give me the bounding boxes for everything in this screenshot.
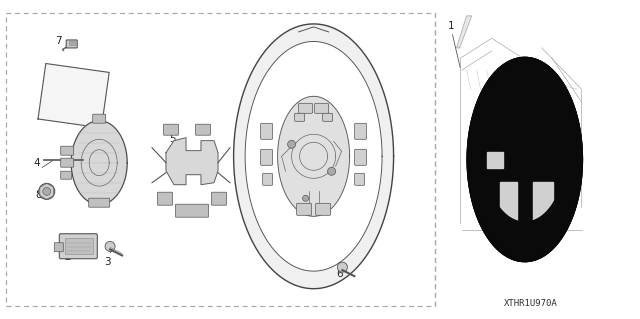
Polygon shape (467, 57, 582, 262)
Polygon shape (507, 142, 543, 177)
FancyBboxPatch shape (68, 41, 75, 45)
FancyBboxPatch shape (355, 123, 367, 139)
FancyBboxPatch shape (89, 198, 109, 207)
Polygon shape (456, 16, 472, 48)
Bar (6, 13, 435, 306)
FancyBboxPatch shape (61, 171, 72, 179)
Text: 5: 5 (170, 134, 176, 144)
FancyBboxPatch shape (61, 158, 74, 167)
FancyBboxPatch shape (323, 113, 333, 121)
FancyBboxPatch shape (157, 192, 173, 205)
Circle shape (547, 193, 557, 203)
Circle shape (38, 183, 55, 199)
Circle shape (337, 262, 348, 272)
FancyBboxPatch shape (355, 149, 367, 165)
FancyBboxPatch shape (260, 123, 273, 139)
FancyBboxPatch shape (296, 203, 312, 215)
Polygon shape (278, 96, 349, 216)
Circle shape (328, 167, 335, 175)
Text: 8: 8 (35, 189, 42, 200)
Text: 6: 6 (336, 269, 342, 279)
Polygon shape (71, 121, 127, 205)
FancyBboxPatch shape (260, 149, 273, 165)
Text: 2: 2 (64, 252, 70, 262)
FancyBboxPatch shape (175, 204, 209, 217)
FancyBboxPatch shape (316, 203, 331, 215)
FancyBboxPatch shape (211, 192, 227, 205)
FancyBboxPatch shape (315, 103, 328, 113)
FancyBboxPatch shape (262, 173, 273, 185)
FancyBboxPatch shape (93, 114, 106, 123)
FancyBboxPatch shape (61, 146, 74, 155)
Circle shape (303, 195, 308, 201)
Text: 4: 4 (34, 158, 40, 168)
Text: XTHR1U970A: XTHR1U970A (504, 299, 558, 308)
Text: 7: 7 (56, 36, 62, 47)
Text: 3: 3 (104, 257, 111, 267)
Polygon shape (532, 182, 553, 224)
Polygon shape (234, 24, 394, 289)
Circle shape (562, 209, 572, 219)
Polygon shape (485, 102, 564, 217)
Polygon shape (245, 41, 382, 271)
FancyBboxPatch shape (163, 124, 179, 135)
FancyBboxPatch shape (355, 173, 365, 185)
FancyBboxPatch shape (66, 40, 77, 48)
Circle shape (105, 241, 115, 251)
Polygon shape (500, 182, 517, 224)
FancyBboxPatch shape (65, 238, 93, 254)
Polygon shape (467, 57, 582, 262)
FancyBboxPatch shape (299, 103, 312, 113)
Polygon shape (38, 63, 109, 128)
FancyBboxPatch shape (195, 124, 211, 135)
FancyBboxPatch shape (60, 234, 97, 259)
Polygon shape (166, 138, 218, 185)
FancyBboxPatch shape (294, 113, 305, 121)
Circle shape (43, 187, 51, 196)
FancyBboxPatch shape (54, 243, 63, 252)
Circle shape (287, 140, 296, 148)
Text: 1: 1 (448, 20, 454, 31)
Polygon shape (487, 152, 503, 167)
